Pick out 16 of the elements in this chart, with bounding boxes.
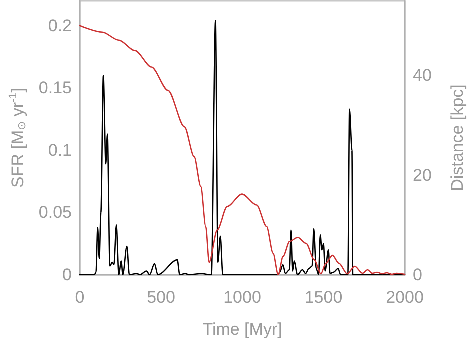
x-tick-label: 500 xyxy=(147,288,176,307)
y-axis-title: SFR [M⊙ yr-1] xyxy=(8,88,28,188)
x-tick-label: 1000 xyxy=(224,288,262,307)
x-tick-label: 2000 xyxy=(386,288,424,307)
x-tick-label: 0 xyxy=(75,288,85,307)
x-axis-title: Time [Myr] xyxy=(202,320,282,339)
y-tick-label: 0.05 xyxy=(38,203,72,222)
y2-tick-label: 40 xyxy=(413,66,432,86)
y-tick-label: 0 xyxy=(62,266,72,284)
y2-axis-title: Distance [kpc] xyxy=(448,84,467,192)
y-tick-label: 0.1 xyxy=(48,140,72,160)
y-tick-label: 0.15 xyxy=(38,78,72,98)
x-tick-label: 1500 xyxy=(304,288,343,307)
y2-tick-label: 20 xyxy=(413,166,432,185)
y-tick-label: 0.2 xyxy=(48,16,72,36)
y2-tick-label: 0 xyxy=(413,266,422,284)
